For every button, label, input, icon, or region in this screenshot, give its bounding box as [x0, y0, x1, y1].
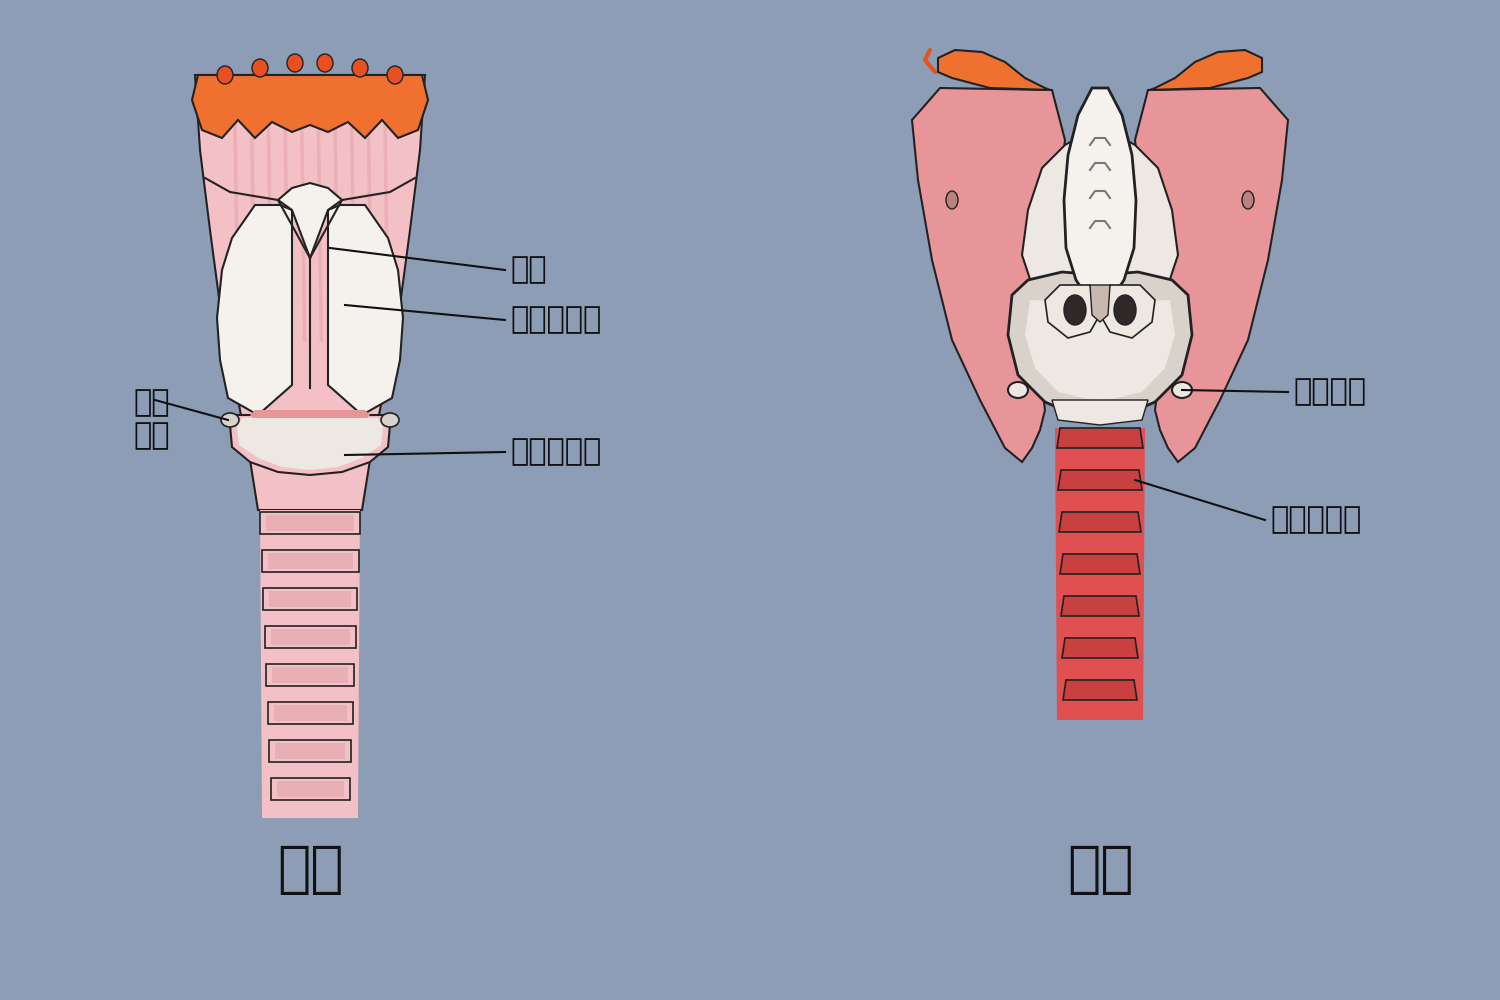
Ellipse shape [1008, 382, 1028, 398]
Polygon shape [237, 418, 382, 470]
Polygon shape [1022, 132, 1092, 298]
Polygon shape [1060, 554, 1140, 574]
Polygon shape [1008, 272, 1192, 418]
Polygon shape [1052, 400, 1148, 425]
Polygon shape [1058, 428, 1143, 448]
Polygon shape [195, 75, 424, 510]
Polygon shape [267, 553, 352, 569]
Polygon shape [262, 588, 357, 610]
Polygon shape [1064, 680, 1137, 700]
Polygon shape [1060, 596, 1138, 616]
Polygon shape [270, 629, 350, 645]
Polygon shape [266, 515, 354, 531]
Polygon shape [260, 512, 360, 534]
Ellipse shape [220, 413, 238, 427]
Polygon shape [1058, 470, 1142, 490]
Polygon shape [912, 88, 1065, 462]
Polygon shape [1136, 88, 1288, 462]
Polygon shape [274, 743, 345, 759]
Polygon shape [328, 205, 404, 415]
Polygon shape [192, 75, 428, 138]
Ellipse shape [217, 66, 232, 84]
Polygon shape [1064, 88, 1136, 305]
Polygon shape [1024, 300, 1174, 402]
Ellipse shape [1064, 295, 1086, 325]
Ellipse shape [316, 54, 333, 72]
Polygon shape [261, 550, 358, 572]
Polygon shape [1062, 638, 1138, 658]
Polygon shape [267, 702, 352, 724]
Polygon shape [1150, 50, 1262, 90]
Ellipse shape [1172, 382, 1192, 398]
Polygon shape [270, 778, 350, 800]
Polygon shape [1054, 428, 1144, 720]
Polygon shape [1046, 285, 1098, 338]
Polygon shape [1059, 512, 1142, 532]
Ellipse shape [387, 66, 404, 84]
Text: 环甲
关节: 环甲 关节 [134, 388, 170, 451]
Text: 前面: 前面 [276, 843, 344, 897]
Ellipse shape [352, 59, 368, 77]
Polygon shape [268, 591, 351, 607]
Polygon shape [268, 740, 351, 762]
Polygon shape [230, 415, 390, 475]
Polygon shape [1102, 285, 1155, 338]
Text: 环甲关节: 环甲关节 [1293, 377, 1366, 406]
Ellipse shape [252, 59, 268, 77]
Ellipse shape [381, 413, 399, 427]
Ellipse shape [1242, 191, 1254, 209]
Text: 环状软骨板: 环状软骨板 [1270, 506, 1362, 534]
Polygon shape [260, 510, 360, 818]
Polygon shape [273, 705, 346, 721]
Polygon shape [278, 183, 342, 258]
Polygon shape [217, 205, 292, 415]
Text: 喉结: 喉结 [510, 255, 546, 284]
Polygon shape [1108, 132, 1178, 298]
Polygon shape [266, 664, 354, 686]
Polygon shape [251, 410, 370, 427]
Text: 甲状软骨板: 甲状软骨板 [510, 306, 602, 334]
Text: 环状软骨弓: 环状软骨弓 [510, 438, 602, 466]
Ellipse shape [1114, 295, 1136, 325]
Ellipse shape [946, 191, 958, 209]
Polygon shape [938, 50, 1050, 90]
Ellipse shape [286, 54, 303, 72]
Polygon shape [1090, 285, 1110, 322]
Polygon shape [272, 667, 348, 683]
Polygon shape [276, 781, 344, 797]
Text: 后面: 后面 [1066, 843, 1134, 897]
Polygon shape [264, 626, 356, 648]
